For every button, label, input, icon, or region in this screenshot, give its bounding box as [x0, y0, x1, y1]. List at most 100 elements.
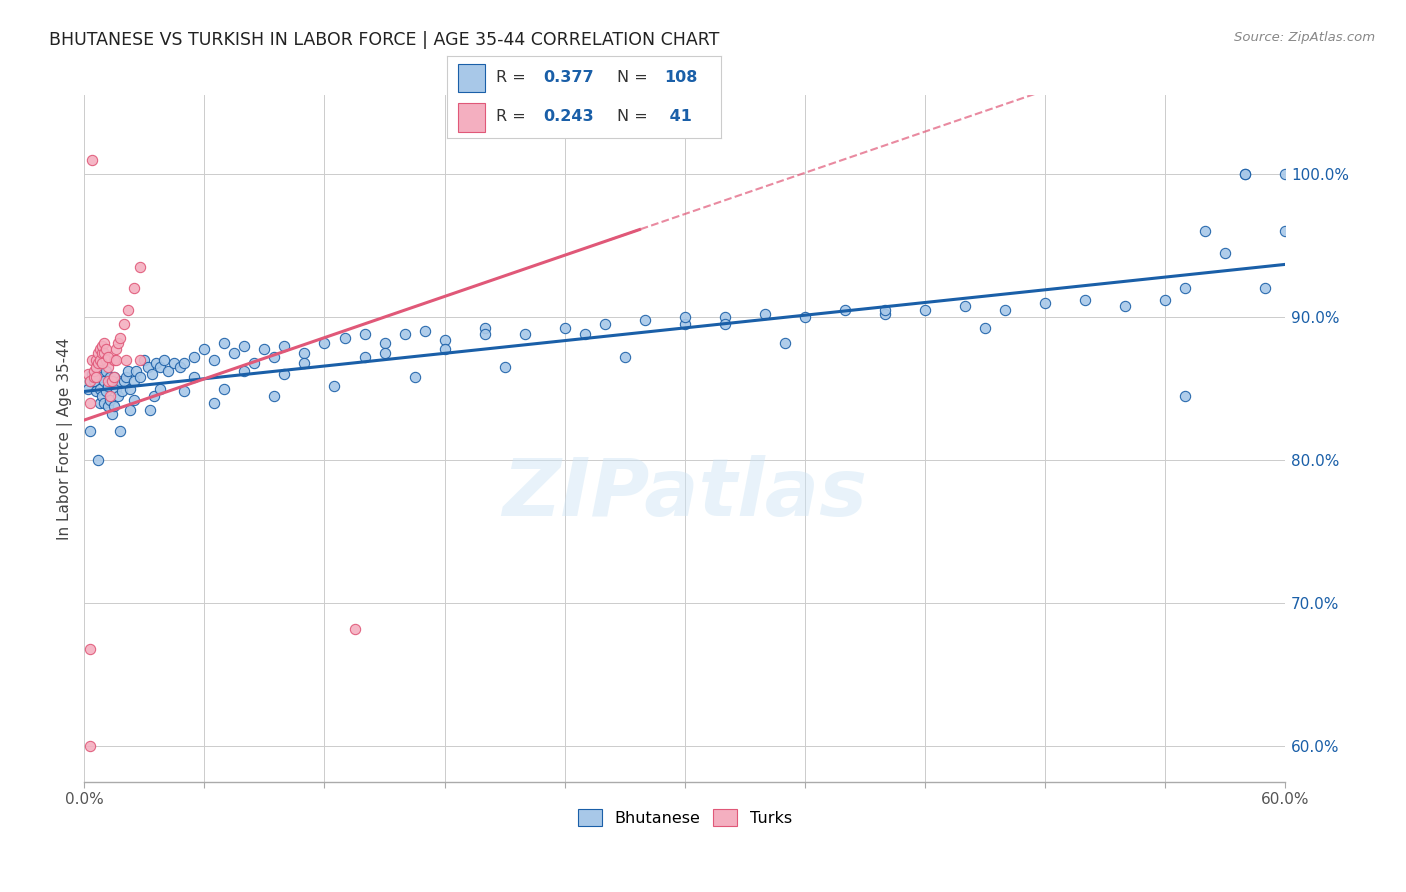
- Point: [89, 342, 111, 356]
- Point: [202, 396, 225, 410]
- Point: [79, 739, 101, 754]
- Point: [714, 310, 737, 324]
- Point: [97, 378, 120, 392]
- Point: [1194, 224, 1216, 238]
- Point: [494, 360, 516, 375]
- Point: [1234, 167, 1257, 181]
- Point: [82, 368, 104, 382]
- Point: [87, 356, 110, 370]
- Point: [125, 364, 148, 378]
- Point: [101, 375, 124, 389]
- Point: [87, 453, 110, 467]
- Point: [263, 350, 285, 364]
- Point: [77, 368, 100, 382]
- Point: [79, 642, 101, 657]
- Point: [112, 375, 135, 389]
- Point: [110, 425, 132, 439]
- Point: [149, 382, 172, 396]
- Point: [323, 378, 346, 392]
- Point: [111, 384, 134, 399]
- Text: R =: R =: [496, 109, 531, 124]
- Text: BHUTANESE VS TURKISH IN LABOR FORCE | AGE 35-44 CORRELATION CHART: BHUTANESE VS TURKISH IN LABOR FORCE | AG…: [49, 31, 720, 49]
- Text: 0.377: 0.377: [543, 70, 593, 85]
- Point: [87, 368, 110, 382]
- Point: [574, 327, 596, 342]
- Point: [107, 335, 129, 350]
- Point: [96, 353, 118, 368]
- Point: [96, 384, 118, 399]
- Point: [117, 364, 139, 378]
- Point: [97, 375, 120, 389]
- Point: [793, 310, 815, 324]
- Point: [91, 389, 114, 403]
- FancyBboxPatch shape: [458, 103, 485, 132]
- Point: [124, 392, 146, 407]
- Text: 108: 108: [664, 70, 697, 85]
- Point: [673, 317, 696, 331]
- Point: [134, 353, 156, 368]
- Point: [120, 403, 142, 417]
- Point: [193, 342, 215, 356]
- Point: [89, 382, 111, 396]
- Point: [1174, 389, 1197, 403]
- Point: [1114, 299, 1136, 313]
- Point: [91, 338, 114, 352]
- Point: [994, 302, 1017, 317]
- Point: [1234, 167, 1257, 181]
- Point: [953, 299, 976, 313]
- Point: [117, 302, 139, 317]
- Point: [84, 353, 107, 368]
- Point: [96, 342, 118, 356]
- Point: [353, 327, 375, 342]
- Point: [474, 321, 496, 335]
- Point: [1074, 293, 1097, 307]
- Point: [139, 403, 162, 417]
- Point: [91, 346, 114, 360]
- Point: [110, 375, 132, 389]
- Point: [138, 360, 160, 375]
- Point: [153, 353, 176, 368]
- Point: [183, 370, 205, 384]
- Point: [333, 331, 356, 345]
- Point: [91, 370, 114, 384]
- Point: [1033, 295, 1056, 310]
- Text: N =: N =: [617, 70, 652, 85]
- Point: [243, 356, 266, 370]
- Point: [413, 324, 436, 338]
- Point: [294, 356, 316, 370]
- Point: [343, 622, 366, 636]
- Point: [98, 389, 121, 403]
- Point: [157, 364, 180, 378]
- Point: [1213, 245, 1236, 260]
- Point: [120, 382, 142, 396]
- Point: [273, 368, 295, 382]
- Point: [83, 375, 105, 389]
- Point: [214, 382, 236, 396]
- Legend: Bhutanese, Turks: Bhutanese, Turks: [571, 803, 799, 832]
- Point: [103, 370, 125, 384]
- Point: [141, 368, 163, 382]
- Point: [253, 342, 276, 356]
- Point: [105, 342, 128, 356]
- Point: [754, 307, 776, 321]
- Point: [105, 353, 128, 368]
- Point: [433, 333, 456, 347]
- Point: [974, 321, 997, 335]
- Point: [77, 382, 100, 396]
- Point: [89, 353, 111, 368]
- Point: [613, 350, 636, 364]
- Point: [173, 384, 195, 399]
- Point: [404, 370, 426, 384]
- Point: [1174, 281, 1197, 295]
- Point: [87, 346, 110, 360]
- Point: [98, 370, 121, 384]
- Point: [93, 396, 115, 410]
- Point: [273, 338, 295, 352]
- Point: [314, 335, 336, 350]
- Point: [97, 399, 120, 413]
- Point: [373, 335, 395, 350]
- Point: [714, 317, 737, 331]
- Point: [233, 338, 256, 352]
- Point: [112, 317, 135, 331]
- Point: [83, 370, 105, 384]
